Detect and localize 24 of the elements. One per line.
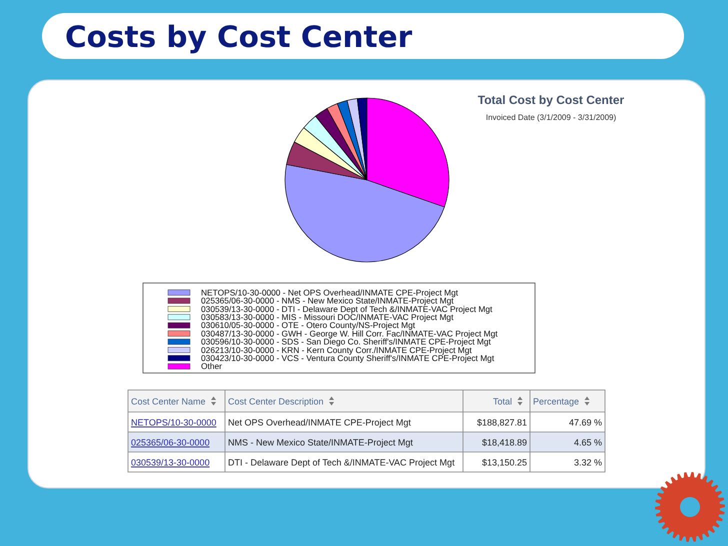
text: 030539/13-30-0000: [131, 458, 210, 468]
legend-label: 030583/13-30-0000 - MIS - Missouri DOC/INMATE-VAC Project Mgt: [201, 312, 454, 322]
text: Net OPS Overhead/INMATE CPE-Project Mgt: [228, 418, 411, 428]
text: 3.32 %: [574, 458, 602, 468]
text: DTI - Delaware Dept of Tech &/INMATE-VAC Project Mgt: [228, 458, 455, 468]
legend-label: 030610/05-30-0000 - OTE - Otero County/NS-Project Mgt: [201, 320, 416, 330]
text: NMS - New Mexico State/INMATE-Project Mgt: [228, 438, 413, 448]
text: $188,827.81: [476, 418, 527, 428]
category-label: Cost Center Description: [228, 396, 324, 406]
category-label: Total: [492, 396, 512, 406]
legend-label: Other: [201, 361, 222, 372]
category-label: Percentage: [533, 396, 580, 406]
text: $18,418.89: [482, 438, 527, 448]
legend-label: NETOPS/10-30-0000 - Net OPS Overhead/INMATE CPE-Project Mgt: [201, 287, 459, 298]
text: $13,150.25: [482, 458, 527, 468]
text: NETOPS/10-30-0000: [131, 418, 216, 428]
text: 025365/06-30-0000: [131, 438, 210, 448]
legend-label: 030596/10-30-0000 - SDS - San Diego Co. Sheriff's/INMATE CPE-Project Mgt: [201, 336, 492, 347]
text: Invoiced Date (3/1/2009 - 3/31/2009): [486, 113, 616, 122]
text: Costs by Cost Center: [65, 20, 413, 54]
text: 47.69 %: [568, 418, 602, 428]
category-label: Cost Center Name: [131, 396, 206, 406]
text: 4.65 %: [574, 438, 602, 448]
chart-title: Total Cost by Cost Center: [478, 93, 625, 107]
